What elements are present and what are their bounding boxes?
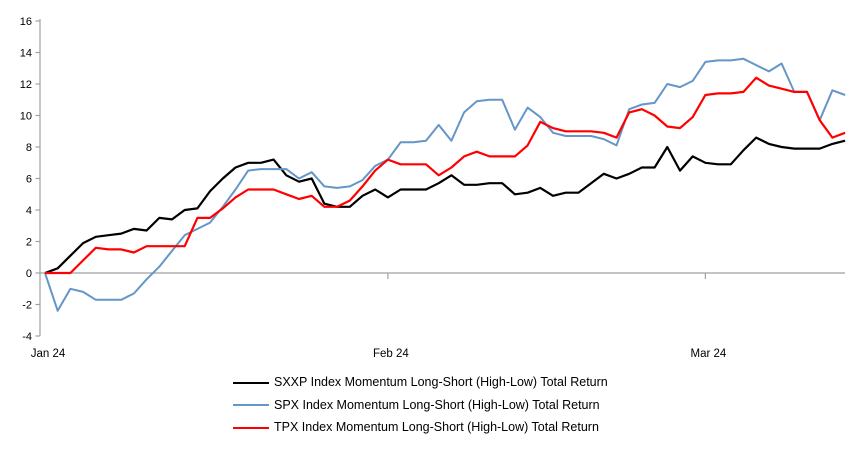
series-line-spx: [44, 57, 846, 312]
series-line-tpx: [45, 76, 846, 275]
y-axis-tick-label: 14: [20, 48, 32, 60]
y-axis-tick-label: 0: [26, 268, 32, 280]
legend-line-swatch-tpx: [233, 426, 269, 429]
legend-line-swatch-spx: [233, 404, 269, 406]
y-axis-tick-label: 10: [20, 111, 32, 123]
x-axis-tick-label: Feb 24: [373, 348, 409, 360]
legend-label-tpx: TPX Index Momentum Long-Short (High-Low)…: [274, 420, 599, 434]
y-axis-tick-label: 4: [26, 205, 32, 217]
legend-item-tpx: TPX Index Momentum Long-Short (High-Low)…: [233, 419, 608, 436]
chart-legend: SXXP Index Momentum Long-Short (High-Low…: [233, 374, 608, 442]
y-axis-tick-label: 12: [20, 79, 32, 91]
x-axis-tick-label: Mar 24: [691, 348, 727, 360]
series-line-sxxp: [44, 136, 846, 275]
x-axis-tick-label: Jan 24: [31, 348, 66, 360]
legend-label-spx: SPX Index Momentum Long-Short (High-Low)…: [274, 397, 600, 412]
legend-line-swatch-sxxp: [233, 381, 269, 384]
y-axis-tick-label: -4: [22, 331, 32, 343]
y-axis-tick-label: -2: [22, 300, 32, 312]
y-axis-tick-label: 16: [20, 16, 32, 28]
y-axis-tick-label: 2: [26, 237, 32, 249]
legend-item-sxxp: SXXP Index Momentum Long-Short (High-Low…: [233, 374, 608, 391]
legend-item-spx: SPX Index Momentum Long-Short (High-Low)…: [233, 397, 608, 414]
y-axis-tick-label: 6: [26, 174, 32, 186]
legend-label-sxxp: SXXP Index Momentum Long-Short (High-Low…: [274, 375, 608, 389]
y-axis-tick-label: 8: [26, 142, 32, 154]
